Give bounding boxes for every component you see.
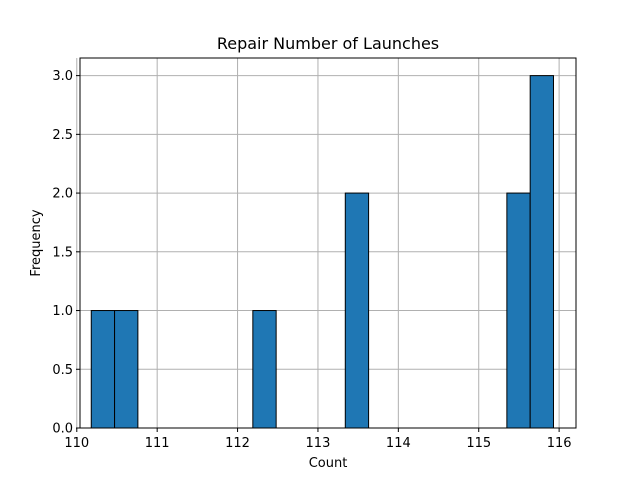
- x-tick-label: 112: [225, 436, 250, 451]
- histogram-bar: [529, 75, 554, 429]
- x-axis-label: Count: [309, 456, 348, 471]
- y-tick-label: 0.5: [52, 363, 73, 378]
- x-gridlines: [76, 58, 560, 428]
- y-tick-label: 2.0: [52, 187, 73, 202]
- histogram-bar: [344, 192, 370, 429]
- histogram-bar: [114, 310, 139, 429]
- y-tick-label: 1.5: [52, 245, 73, 260]
- plot-area-frame: [79, 57, 577, 429]
- chart-title: Repair Number of Launches: [217, 34, 439, 53]
- y-tick-label: 0.0: [52, 422, 73, 437]
- y-gridlines: [80, 75, 576, 429]
- x-axis-ticks: 110 111 112 113 114 115 116: [64, 428, 572, 451]
- y-tick-label: 1.0: [52, 304, 73, 319]
- x-tick-label: 113: [306, 436, 331, 451]
- histogram-bar: [506, 192, 531, 429]
- x-tick-label: 111: [145, 436, 170, 451]
- histogram-bar: [90, 310, 116, 429]
- x-tick-label: 114: [386, 436, 411, 451]
- x-tick-label: 115: [466, 436, 491, 451]
- y-tick-label: 3.0: [52, 69, 73, 84]
- y-axis-ticks: 0.0 0.5 1.0 1.5 2.0 2.5 3.0: [52, 69, 80, 437]
- x-tick-label: 110: [64, 436, 89, 451]
- x-tick-label: 116: [547, 436, 572, 451]
- y-axis-label: Frequency: [29, 209, 44, 276]
- histogram-bar: [252, 310, 277, 429]
- y-tick-label: 2.5: [52, 128, 73, 143]
